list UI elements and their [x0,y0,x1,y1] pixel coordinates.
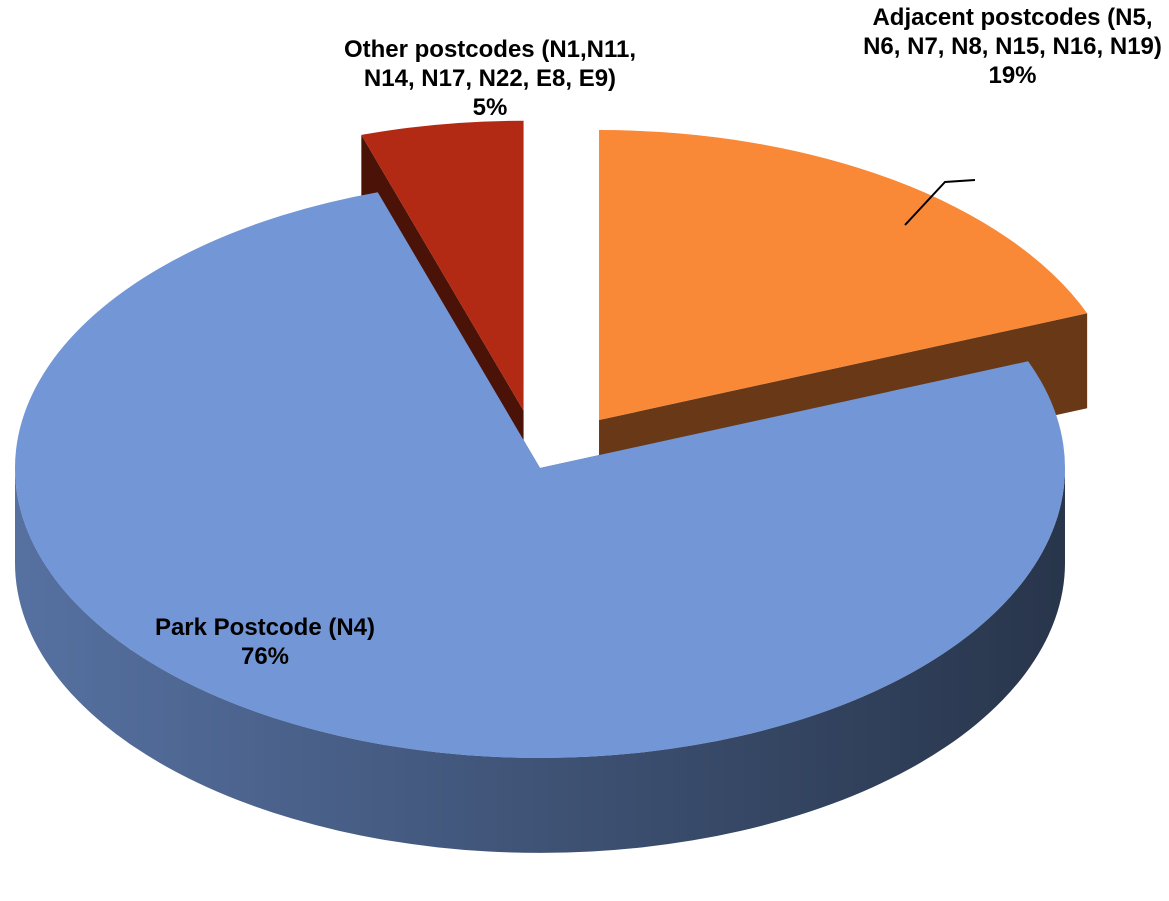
pie-slice [14,192,1065,758]
pie-slice [361,120,524,411]
leader-line [904,179,976,226]
category-label: Other postcodes (N1,N11, N14, N17, N22, … [343,36,637,92]
slice-label: Other postcodes (N1,N11, N14, N17, N22, … [335,35,645,122]
value-label: 19% [988,62,1037,89]
value-label: 76% [240,643,290,670]
slice-label: Adjacent postcodes (N5, N6, N7, N8, N15,… [855,3,1169,90]
slice-side [15,468,1065,853]
value-label: 5% [472,94,508,121]
category-label: Park Postcode (N4) [154,614,376,641]
pie-slice [599,130,1088,421]
slice-label: Park Postcode (N4) 76% [100,613,430,671]
category-label: Adjacent postcodes (N5, N6, N7, N8, N15,… [863,4,1162,60]
